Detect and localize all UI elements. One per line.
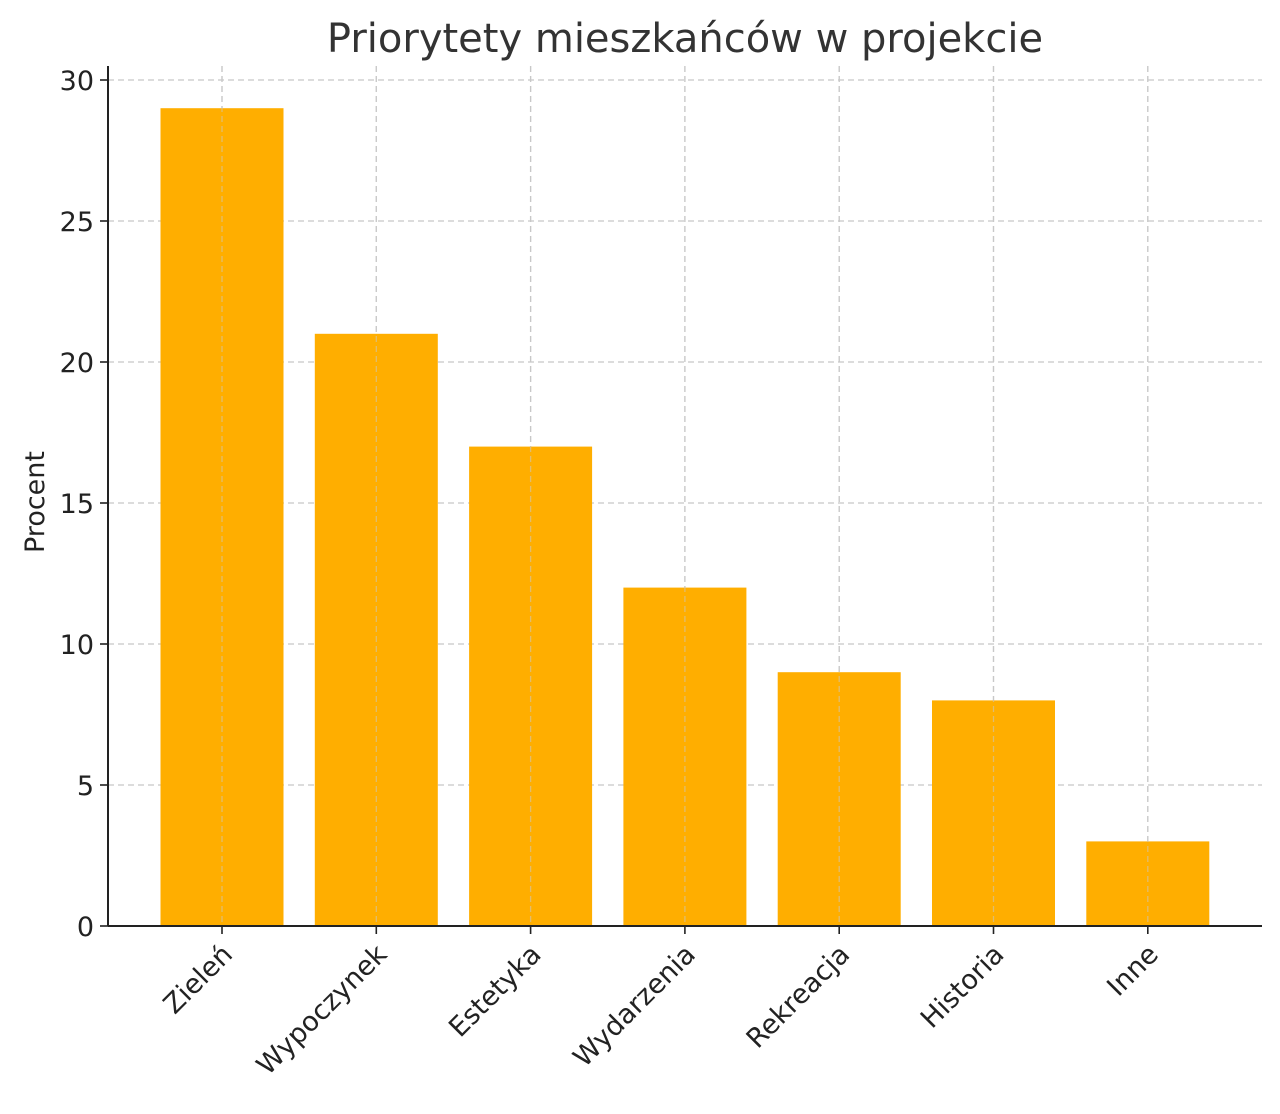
x-tick-label: Inne (1101, 939, 1165, 1003)
y-axis-label: Procent (20, 451, 51, 553)
y-tick-label: 25 (60, 207, 94, 238)
x-tick-label: Historia (915, 939, 1011, 1035)
y-tick-label: 30 (60, 66, 94, 97)
bar (1086, 841, 1210, 926)
y-tick-label: 15 (60, 489, 94, 520)
x-tick-label: Rekreacja (741, 939, 857, 1055)
y-tick-label: 10 (60, 630, 94, 661)
x-tick-label: Zieleń (158, 939, 239, 1020)
y-ticks: 0 5 10 15 20 25 30 (60, 66, 108, 943)
bar (932, 700, 1055, 926)
x-tick-label: Estetyka (443, 939, 547, 1043)
y-tick-label: 0 (77, 912, 94, 943)
bars (160, 66, 1210, 926)
x-tick-label: Wydarzenia (568, 939, 702, 1073)
chart-title: Priorytety mieszkańców w projekcie (327, 16, 1043, 62)
x-ticks: Zieleń Wypoczynek Estetyka Wydarzenia Rekrea… (158, 926, 1165, 1081)
y-tick-label: 5 (77, 771, 94, 802)
y-tick-label: 20 (60, 348, 94, 379)
x-tick-label: Wypoczynek (251, 939, 394, 1082)
